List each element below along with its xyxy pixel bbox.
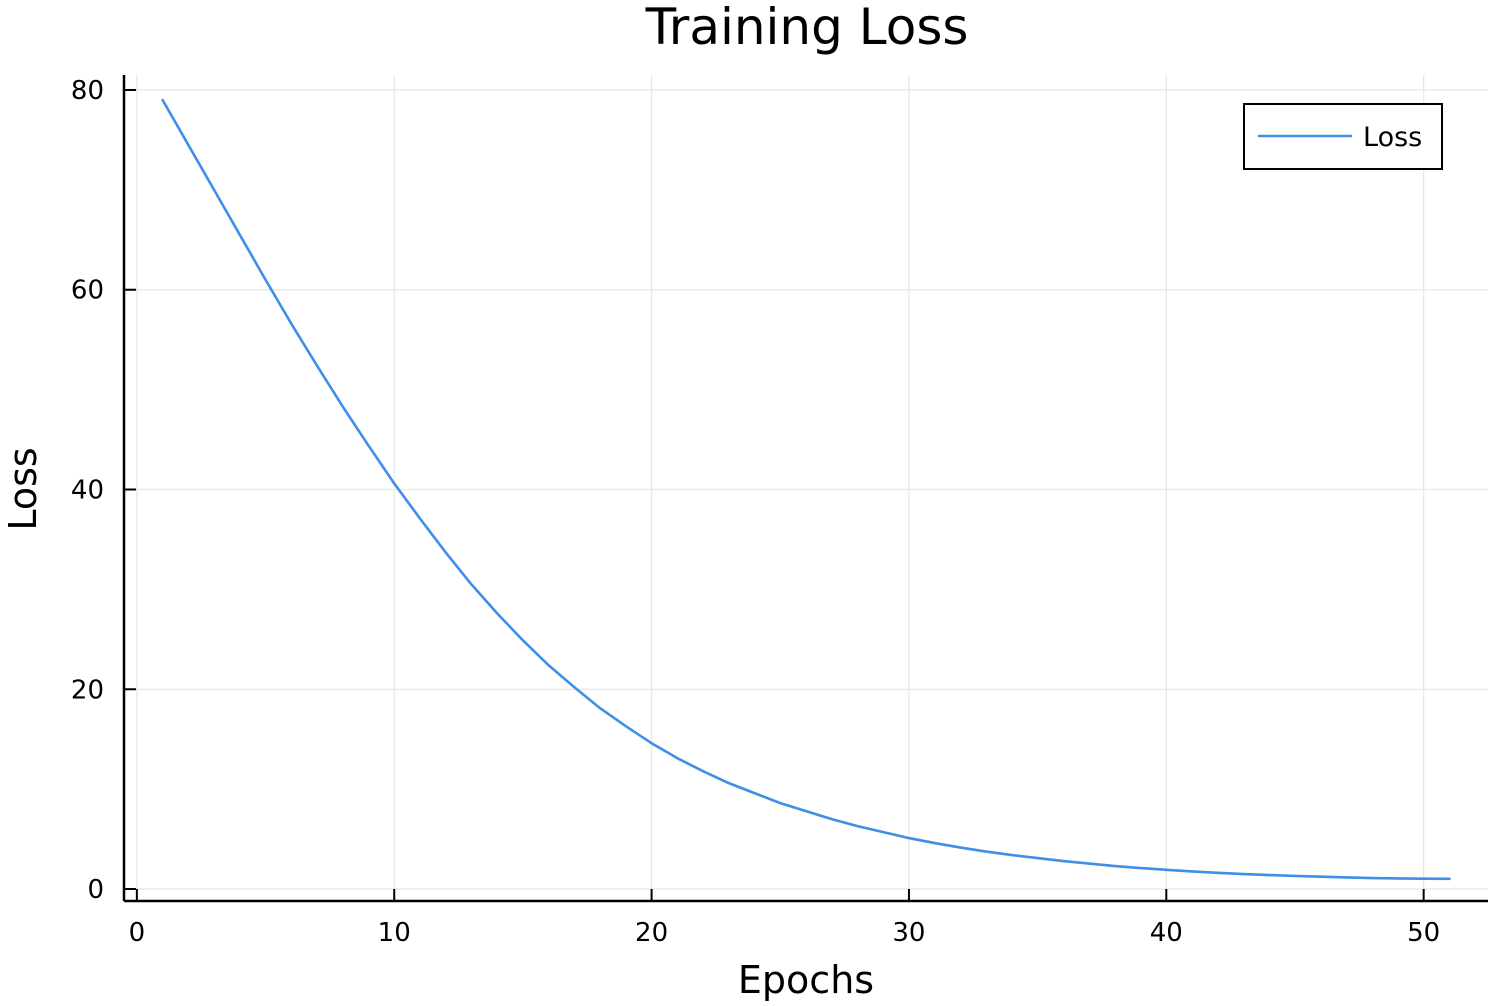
y-tick-label: 20	[71, 675, 104, 705]
series-line-loss	[161, 98, 1451, 881]
y-tick-label: 60	[71, 276, 104, 306]
x-tick-label: 40	[1150, 918, 1183, 948]
x-tick-label: 50	[1407, 918, 1440, 948]
y-axis-label: Loss	[1, 447, 45, 530]
legend-label-loss: Loss	[1363, 122, 1422, 153]
grid-lines	[124, 75, 1488, 901]
y-tick-label: 0	[87, 875, 104, 905]
axis-ticks: 0 10 20 30 40 50 0 20 40 60 80	[71, 76, 1440, 948]
y-tick-label: 40	[71, 475, 104, 505]
x-tick-label: 0	[129, 918, 146, 948]
x-axis-label: Epochs	[738, 958, 874, 1002]
x-tick-label: 10	[378, 918, 411, 948]
x-tick-label: 30	[892, 918, 925, 948]
y-tick-label: 80	[71, 76, 104, 106]
legend: Loss	[1243, 103, 1443, 170]
series-layer	[161, 98, 1451, 881]
chart-title: Training Loss	[645, 0, 969, 56]
x-tick-label: 20	[635, 918, 668, 948]
